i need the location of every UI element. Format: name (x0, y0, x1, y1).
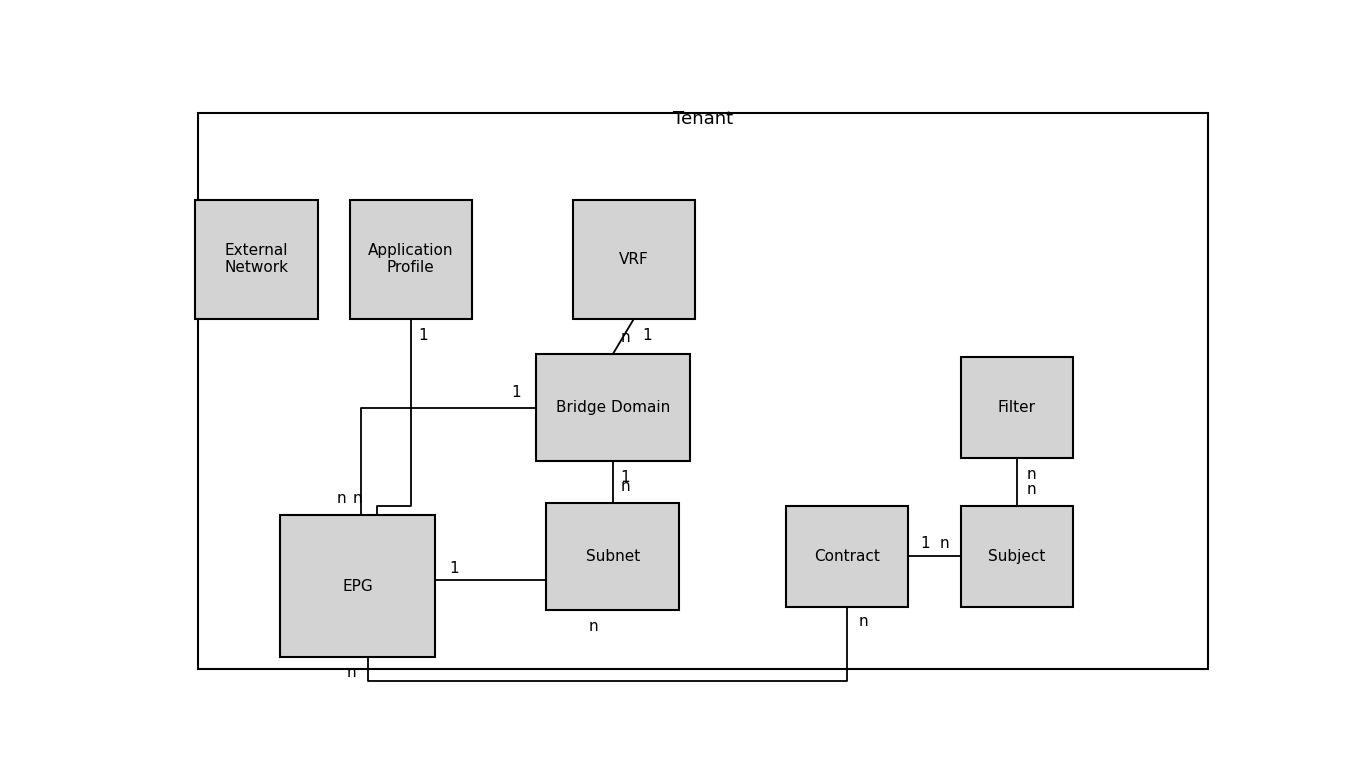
Text: n: n (859, 615, 868, 629)
Text: 1: 1 (921, 536, 930, 550)
Text: n: n (940, 536, 949, 550)
Text: EPG: EPG (342, 578, 373, 594)
Text: Subject: Subject (988, 549, 1045, 564)
Text: n: n (589, 619, 598, 634)
Text: 1: 1 (418, 327, 428, 343)
Text: Contract: Contract (814, 549, 879, 564)
Text: n: n (346, 665, 355, 679)
Bar (786, 506, 908, 607)
Text: VRF: VRF (619, 252, 649, 266)
Text: n: n (1026, 482, 1036, 496)
Text: Subnet: Subnet (586, 549, 639, 564)
Text: Tenant: Tenant (674, 110, 733, 128)
Bar (535, 354, 690, 461)
Bar (350, 200, 472, 319)
Bar (960, 357, 1073, 459)
Text: Filter: Filter (997, 400, 1036, 415)
Text: 1: 1 (449, 560, 458, 576)
Text: Bridge Domain: Bridge Domain (556, 400, 670, 415)
Bar (960, 506, 1073, 607)
Text: External
Network: External Network (225, 243, 288, 276)
Text: Application
Profile: Application Profile (368, 243, 454, 276)
Bar (195, 200, 318, 319)
Text: n: n (336, 490, 347, 506)
Text: n: n (620, 330, 630, 345)
Text: n: n (353, 490, 362, 506)
Bar (546, 503, 679, 610)
Text: 1: 1 (642, 327, 652, 343)
Text: 1: 1 (620, 470, 630, 486)
Bar (573, 200, 696, 319)
Text: 1: 1 (512, 385, 521, 401)
Text: n: n (620, 479, 630, 493)
Text: n: n (1026, 467, 1036, 482)
Bar (280, 515, 435, 658)
